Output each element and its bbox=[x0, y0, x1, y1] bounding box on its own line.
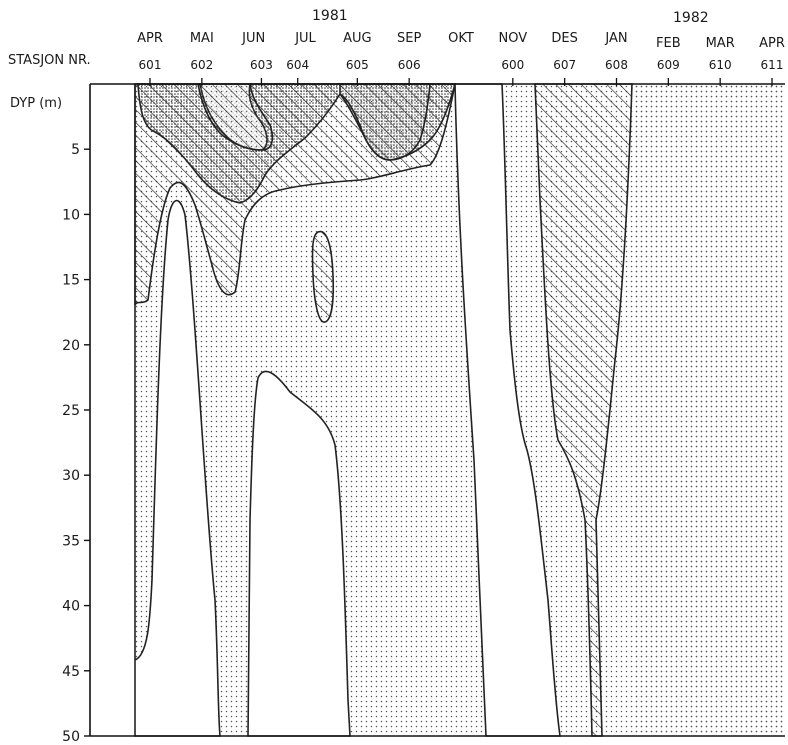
month-label: MAI bbox=[190, 31, 214, 46]
month-label: JUL bbox=[294, 31, 316, 46]
depth-tick-label: 40 bbox=[62, 599, 80, 615]
depth-tick-label: 35 bbox=[62, 533, 80, 549]
depth-tick-label: 45 bbox=[62, 664, 80, 680]
month-label: DES bbox=[551, 31, 577, 46]
depth-tick-label: 20 bbox=[62, 338, 80, 354]
region-white-nov bbox=[454, 83, 561, 737]
depth-tick-label: 15 bbox=[62, 273, 80, 289]
month-label: AUG bbox=[343, 31, 371, 46]
station-label: 606 bbox=[398, 58, 421, 72]
depth-tick-label: 10 bbox=[62, 207, 80, 223]
station-label: 601 bbox=[139, 58, 162, 72]
station-label: 605 bbox=[346, 58, 369, 72]
station-label: 608 bbox=[605, 58, 628, 72]
month-label: FEB bbox=[656, 36, 681, 51]
region-cross-sep bbox=[339, 83, 431, 161]
station-ticks: 601 602 603 604 605 606 600 607 608 609 610 611 bbox=[139, 58, 784, 86]
month-label: APR bbox=[137, 31, 163, 46]
month-label: JAN bbox=[604, 31, 627, 46]
region-dotted-feb-apr bbox=[632, 84, 785, 736]
station-axis-label: STASJON NR. bbox=[8, 53, 91, 68]
region-cross-jun bbox=[197, 83, 274, 151]
year-label-1982: 1982 bbox=[673, 10, 709, 26]
month-label: MAR bbox=[706, 36, 735, 51]
month-label: JUN bbox=[241, 31, 265, 46]
station-label: 600 bbox=[501, 58, 524, 72]
month-ticks: APR MAI JUN JUL AUG SEP OKT NOV DES JAN FEB MAR APR bbox=[137, 31, 785, 51]
station-label: 611 bbox=[761, 58, 784, 72]
region-white-apr-mai bbox=[134, 84, 221, 737]
region-hatched-des-jan bbox=[534, 83, 633, 737]
month-label: APR bbox=[759, 36, 785, 51]
station-label: 610 bbox=[709, 58, 732, 72]
depth-tick-label: 5 bbox=[71, 142, 80, 158]
station-label: 604 bbox=[286, 58, 309, 72]
station-label: 609 bbox=[657, 58, 680, 72]
month-label: OKT bbox=[448, 31, 474, 46]
region-hatched-aug-cell bbox=[311, 230, 335, 323]
depth-tick-label: 25 bbox=[62, 403, 80, 419]
depth-axis-label: DYP (m) bbox=[10, 96, 62, 111]
depth-tick-label: 50 bbox=[62, 729, 80, 745]
station-label: 607 bbox=[553, 58, 576, 72]
depth-ticks: 5 10 15 20 25 30 35 40 45 50 bbox=[62, 142, 90, 745]
station-label: 602 bbox=[190, 58, 213, 72]
contour-regions bbox=[134, 83, 785, 737]
depth-tick-label: 30 bbox=[62, 468, 80, 484]
month-label: SEP bbox=[397, 31, 421, 46]
year-label-1981: 1981 bbox=[312, 8, 348, 24]
month-label: NOV bbox=[499, 31, 528, 46]
region-white-jul-sep bbox=[247, 370, 351, 737]
station-label: 603 bbox=[250, 58, 273, 72]
